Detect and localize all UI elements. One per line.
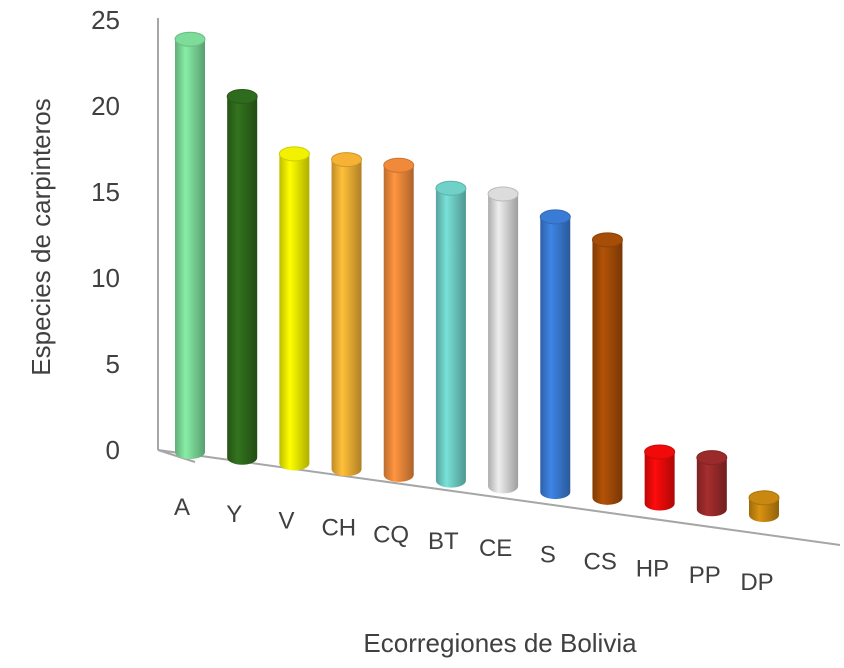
bar-top xyxy=(696,450,728,466)
bar-top xyxy=(435,180,467,196)
bar-body xyxy=(644,451,675,511)
category-label: CS xyxy=(584,549,617,576)
category-label: S xyxy=(540,542,556,569)
y-tick-label: 25 xyxy=(91,5,120,35)
category-label: PP xyxy=(689,562,721,589)
bar-top xyxy=(644,444,676,460)
y-tick-label: 20 xyxy=(91,91,120,121)
bar-body xyxy=(279,153,310,471)
bar-top xyxy=(278,146,310,162)
bar-top xyxy=(226,89,258,105)
bar-body xyxy=(488,193,519,494)
bar-DP xyxy=(748,490,780,522)
bar-body xyxy=(540,216,571,500)
y-axis-title: Especies de carpinteros xyxy=(26,98,56,375)
bar-body xyxy=(435,188,466,488)
bar-A xyxy=(174,31,206,459)
y-tick-labels: 0 5 10 15 20 25 xyxy=(91,5,120,465)
category-labels: A Y V CH CQ BT CE S CS HP PP DP xyxy=(174,494,774,596)
y-tick-label: 0 xyxy=(106,435,120,465)
category-label: DP xyxy=(740,569,773,596)
bar-body xyxy=(696,457,727,517)
category-label: BT xyxy=(428,528,459,555)
bar-top xyxy=(591,232,623,248)
y-tick-label: 5 xyxy=(106,349,120,379)
bar-CH xyxy=(331,152,363,477)
bar-top xyxy=(383,157,415,173)
category-label: A xyxy=(174,494,190,521)
bar-top xyxy=(331,152,363,168)
category-label: CE xyxy=(479,535,512,562)
bar-BT xyxy=(435,180,467,488)
bars xyxy=(174,31,780,522)
bar-Y xyxy=(226,89,258,465)
bar-CS xyxy=(591,232,623,505)
bar-body xyxy=(331,159,362,477)
category-label: CH xyxy=(321,514,356,541)
bar-body xyxy=(592,239,623,505)
bar-top xyxy=(748,490,780,506)
category-label: Y xyxy=(226,501,242,528)
bar-HP xyxy=(644,444,676,511)
bar-V xyxy=(278,146,310,471)
bar-body xyxy=(175,39,205,459)
bar-top xyxy=(539,209,571,225)
bar-top xyxy=(174,31,206,47)
floor-back-edge xyxy=(157,449,841,546)
floor-left-edge xyxy=(157,449,196,463)
category-label: HP xyxy=(636,555,669,582)
category-label: V xyxy=(279,508,295,535)
bar-S xyxy=(539,209,571,500)
bar-body xyxy=(383,165,414,482)
y-tick-label: 10 xyxy=(91,263,120,293)
category-label: CQ xyxy=(373,521,409,548)
y-tick-label: 15 xyxy=(91,177,120,207)
bar-CE xyxy=(487,186,519,494)
bar-PP xyxy=(696,450,728,517)
bar-top xyxy=(487,186,519,202)
axes xyxy=(157,18,841,546)
bar-CQ xyxy=(383,157,415,482)
bar-body xyxy=(227,96,258,465)
x-axis-title: Ecorregiones de Bolivia xyxy=(363,628,637,658)
